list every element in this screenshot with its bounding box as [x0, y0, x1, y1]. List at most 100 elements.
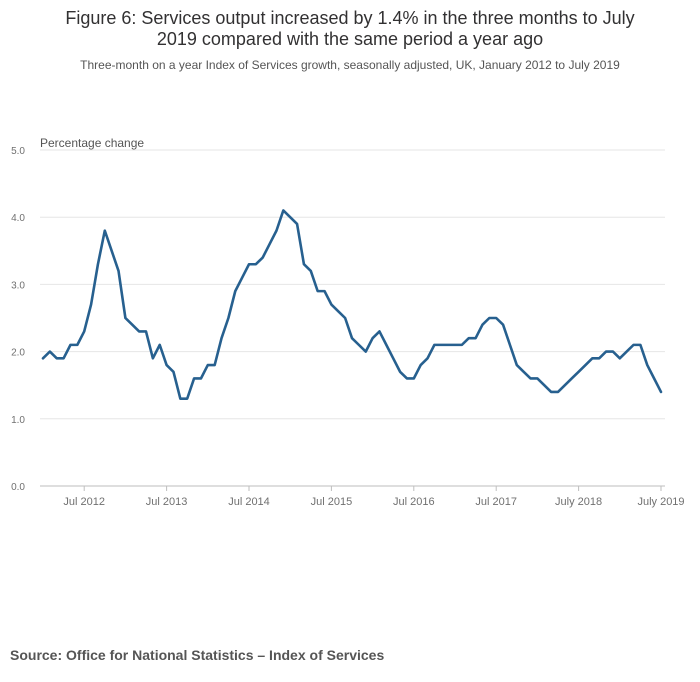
data-point: [392, 357, 394, 359]
data-point: [502, 324, 504, 326]
data-point: [522, 371, 524, 373]
data-point: [557, 391, 559, 393]
y-tick-label: 1.0: [11, 415, 25, 426]
data-point: [200, 377, 202, 379]
data-point: [289, 216, 291, 218]
data-point: [571, 377, 573, 379]
data-point: [124, 317, 126, 319]
data-point: [351, 337, 353, 339]
data-point: [536, 377, 538, 379]
y-tick-label: 2.0: [11, 348, 25, 359]
data-point: [660, 391, 662, 393]
data-point: [76, 344, 78, 346]
series-line: [41, 209, 663, 400]
data-point: [69, 344, 71, 346]
data-point: [172, 371, 174, 373]
data-point: [97, 263, 99, 265]
data-point: [419, 364, 421, 366]
data-point: [378, 330, 380, 332]
x-tick-label: July 2018: [555, 496, 602, 508]
y-tick-label: 3.0: [11, 280, 25, 291]
data-point: [275, 229, 277, 231]
chart-title-line-2: 2019 compared with the same period a yea…: [156, 29, 544, 49]
data-point: [447, 344, 449, 346]
data-point: [90, 303, 92, 305]
data-point: [207, 364, 209, 366]
x-tick-label: July 2019: [637, 496, 684, 508]
chart-subtitle: Three-month on a year Index of Services …: [80, 58, 620, 72]
data-point: [433, 344, 435, 346]
chart-title: Figure 6: Services output increased by 1…: [0, 8, 700, 50]
x-tick-label: Jul 2013: [146, 496, 188, 508]
data-point: [468, 337, 470, 339]
data-point: [399, 371, 401, 373]
data-point: [605, 350, 607, 352]
x-tick-label: Jul 2014: [228, 496, 270, 508]
data-point: [220, 337, 222, 339]
data-point: [358, 344, 360, 346]
data-point: [117, 270, 119, 272]
data-point: [193, 377, 195, 379]
data-point: [296, 223, 298, 225]
data-point: [577, 371, 579, 373]
x-tick-label: Jul 2012: [63, 496, 105, 508]
data-point: [268, 243, 270, 245]
data-point: [255, 263, 257, 265]
data-point: [516, 364, 518, 366]
data-point: [385, 344, 387, 346]
source-note: Source: Office for National Statistics –…: [10, 647, 385, 663]
data-point: [186, 397, 188, 399]
data-point: [550, 391, 552, 393]
data-point: [49, 350, 51, 352]
data-point: [365, 350, 367, 352]
data-point: [62, 357, 64, 359]
data-point: [584, 364, 586, 366]
data-point: [612, 350, 614, 352]
data-point: [625, 350, 627, 352]
data-point: [591, 357, 593, 359]
data-point: [227, 317, 229, 319]
data-point: [310, 270, 312, 272]
data-point: [262, 256, 264, 258]
data-point: [564, 384, 566, 386]
data-point: [234, 290, 236, 292]
data-point: [481, 324, 483, 326]
data-point: [639, 344, 641, 346]
data-point: [598, 357, 600, 359]
x-tick-label: Jul 2017: [475, 496, 517, 508]
y-tick-label: 5.0: [11, 146, 25, 157]
data-point: [371, 337, 373, 339]
data-point: [426, 357, 428, 359]
data-point: [282, 209, 284, 211]
data-point: [179, 397, 181, 399]
data-point: [145, 330, 147, 332]
data-point: [646, 364, 648, 366]
data-point: [653, 377, 655, 379]
data-point: [488, 317, 490, 319]
data-point: [248, 263, 250, 265]
data-point: [337, 310, 339, 312]
data-point: [241, 276, 243, 278]
data-point: [632, 344, 634, 346]
data-point: [406, 377, 408, 379]
data-point: [344, 317, 346, 319]
data-point: [213, 364, 215, 366]
data-point: [529, 377, 531, 379]
x-tick-label: Jul 2015: [311, 496, 353, 508]
chart-title-line-1: Figure 6: Services output increased by 1…: [65, 8, 635, 28]
data-point: [303, 263, 305, 265]
data-point: [440, 344, 442, 346]
data-point: [461, 344, 463, 346]
data-point: [42, 357, 44, 359]
data-point: [83, 330, 85, 332]
data-point: [543, 384, 545, 386]
x-tick-label: Jul 2016: [393, 496, 435, 508]
data-point: [159, 344, 161, 346]
data-point: [56, 357, 58, 359]
data-point: [619, 357, 621, 359]
data-point: [110, 250, 112, 252]
data-point: [454, 344, 456, 346]
data-point: [413, 377, 415, 379]
data-point: [316, 290, 318, 292]
